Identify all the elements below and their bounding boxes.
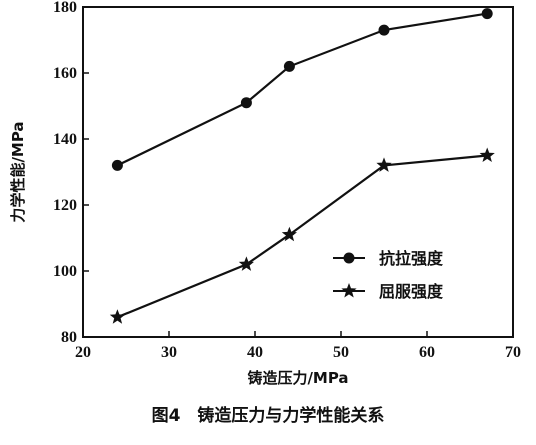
circle-point <box>283 60 295 72</box>
plot-frame <box>82 6 514 338</box>
x-tick-label: 50 <box>333 344 349 361</box>
star-point <box>238 256 254 271</box>
series-layer <box>109 8 495 324</box>
x-tick-label: 20 <box>75 344 91 361</box>
y-tick-label: 160 <box>53 65 77 82</box>
legend-label: 抗拉强度 <box>379 249 444 268</box>
legend-label: 屈服强度 <box>379 282 444 301</box>
y-tick-label: 120 <box>53 197 77 214</box>
x-tick-label: 60 <box>419 344 435 361</box>
legend-marker <box>343 252 355 264</box>
series-1 <box>111 8 493 171</box>
circle-point <box>111 159 123 171</box>
star-point <box>281 226 297 242</box>
x-tick-label: 40 <box>247 344 263 361</box>
x-axis-label: 铸造压力/MPa <box>247 369 348 387</box>
y-tick-label: 80 <box>61 329 77 346</box>
y-tick-label: 100 <box>53 263 77 280</box>
circle-point <box>481 8 493 20</box>
y-tick-label: 180 <box>53 0 77 16</box>
figure-caption: 图4 铸造压力与力学性能关系 <box>152 405 385 426</box>
star-point <box>109 309 125 324</box>
y-axis-label: 力学性能/MPa <box>9 121 27 222</box>
legend-marker <box>341 283 357 298</box>
axis-ticks: 20 30 40 50 60 70 80 100 120 140 160 180 <box>53 0 521 361</box>
series-line <box>116 12 488 167</box>
y-tick-label: 140 <box>53 131 77 148</box>
x-tick-label: 30 <box>161 344 177 361</box>
star-point <box>376 157 392 172</box>
circle-point <box>240 97 252 109</box>
series-2 <box>109 147 495 324</box>
x-tick-label: 70 <box>505 344 521 361</box>
star-point <box>479 147 495 162</box>
circle-point <box>378 24 390 36</box>
